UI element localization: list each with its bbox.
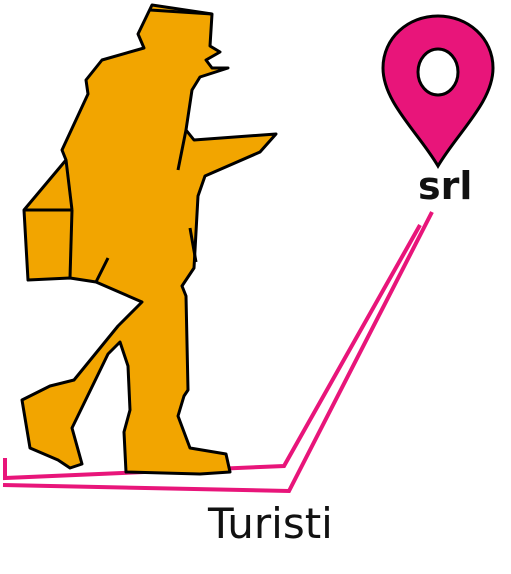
trail-line-outer	[2, 211, 434, 494]
map-pin-icon	[381, 14, 495, 169]
logo-word-turisti: Turisti	[208, 499, 333, 548]
hiker-silhouette-icon	[20, 3, 278, 476]
logo-word-srl: srl	[418, 164, 473, 208]
